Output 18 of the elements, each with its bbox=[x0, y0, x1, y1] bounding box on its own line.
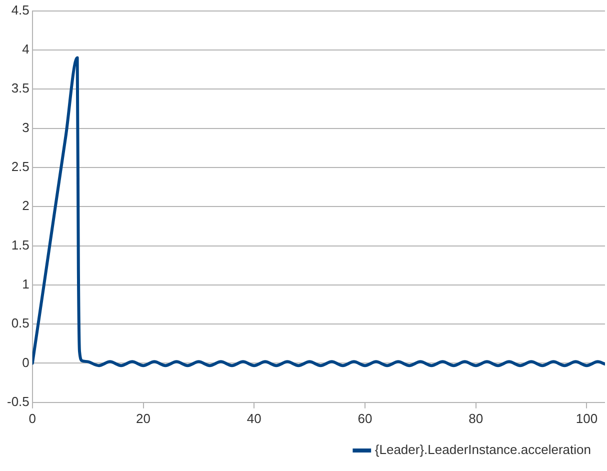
x-tick-label: 20 bbox=[136, 410, 150, 426]
y-tick-label: 0.5 bbox=[11, 316, 30, 331]
y-tick-label: 0 bbox=[22, 354, 30, 370]
x-tick-label: 40 bbox=[246, 410, 262, 426]
y-tick-label: 3.5 bbox=[11, 80, 30, 96]
x-tick-label: 60 bbox=[358, 410, 372, 426]
y-tick-label: -0.5 bbox=[6, 394, 30, 409]
legend-label: {Leader}.LeaderInstance.acceleration bbox=[374, 442, 592, 458]
y-tick-label: 3 bbox=[22, 120, 30, 135]
x-tick-label: 100 bbox=[576, 410, 598, 426]
y-tick-label: 1 bbox=[22, 276, 30, 292]
x-tick-label: 80 bbox=[468, 410, 484, 426]
y-tick-label: 4 bbox=[22, 42, 30, 57]
y-tick-label: 2 bbox=[22, 198, 30, 214]
y-tick-label: 1.5 bbox=[11, 237, 30, 252]
y-tick-label: 4.5 bbox=[11, 2, 30, 18]
line-series bbox=[32, 56, 605, 368]
y-tick-label: 2.5 bbox=[11, 159, 30, 174]
